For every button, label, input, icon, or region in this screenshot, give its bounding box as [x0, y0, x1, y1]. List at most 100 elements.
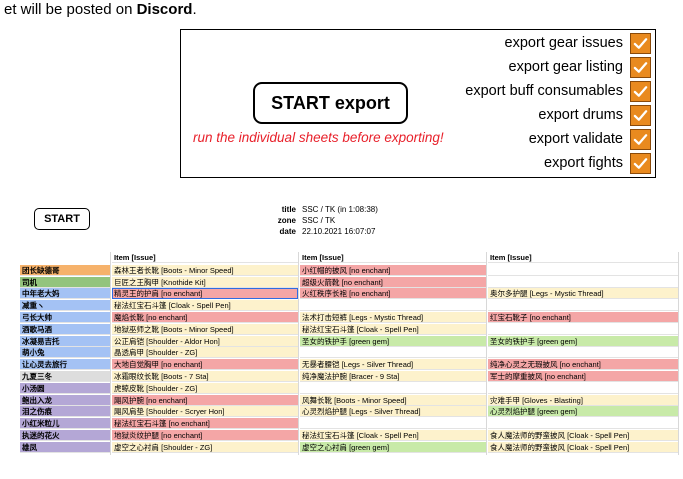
item-issue-cell[interactable]: [488, 276, 678, 288]
player-name-cell[interactable]: 让心灵去旅行: [20, 359, 110, 371]
player-name-cell[interactable]: 弓长大帅: [20, 312, 110, 323]
export-option-checkbox[interactable]: [630, 33, 651, 54]
item-issue-cell[interactable]: 飓风护腕 [no enchant]: [112, 394, 298, 406]
item-issue-cell[interactable]: 小红帽的披风 [no enchant]: [300, 264, 486, 276]
item-issue-cell[interactable]: [488, 418, 678, 430]
player-name-cell[interactable]: 冰凝易吉托: [20, 335, 110, 347]
export-option-label: export drums: [538, 107, 623, 123]
item-issue-cell[interactable]: 无暴者腰铠 [Legs - Silver Thread]: [300, 359, 486, 371]
player-name-cell[interactable]: 小红米粒儿: [20, 418, 110, 430]
checkmark-icon: [633, 132, 648, 147]
item-issue-cell[interactable]: 军士的摩重披风 [no enchant]: [488, 371, 678, 382]
player-name-cell[interactable]: 九夏三冬: [20, 371, 110, 382]
grid-line: [110, 252, 111, 455]
grid-line: [678, 252, 679, 455]
player-name-cell[interactable]: 执迷的花火: [20, 430, 110, 441]
export-option-label: export buff consumables: [465, 83, 623, 99]
item-issue-cell[interactable]: 圣女的铁护手 [green gem]: [488, 335, 678, 347]
start-export-button[interactable]: START export: [253, 82, 408, 124]
meta-key: date: [279, 227, 296, 236]
discord-word: Discord: [136, 1, 193, 18]
item-issue-cell[interactable]: 法术打击短裤 [Legs - Mystic Thread]: [300, 312, 486, 323]
meta-value: SSC / TK (in 1:08:38): [302, 205, 378, 214]
export-option-label: export validate: [528, 131, 623, 147]
item-issue-cell[interactable]: [488, 382, 678, 394]
item-issue-cell[interactable]: 超级火箭靴 [no enchant]: [300, 276, 486, 288]
checkmark-icon: [633, 84, 648, 99]
export-option-label: export fights: [544, 155, 623, 171]
checkmark-icon: [633, 60, 648, 75]
item-issue-cell[interactable]: 地狱炎纹护腿 [no enchant]: [112, 430, 298, 441]
item-issue-cell[interactable]: 冰霜眼纹长靴 [Boots - 7 Sta]: [112, 371, 298, 382]
item-issue-cell[interactable]: 虚空之心衬肩 [Shoulder - ZG]: [112, 441, 298, 453]
item-issue-cell[interactable]: 灾难手甲 [Gloves - Blasting]: [488, 394, 678, 406]
start-button[interactable]: START: [34, 208, 90, 230]
item-issue-cell[interactable]: 魔焰长靴 [no enchant]: [112, 312, 298, 323]
item-issue-cell[interactable]: 地狱巫师之靴 [Boots - Minor Speed]: [112, 323, 298, 335]
item-issue-cell[interactable]: [300, 300, 486, 312]
item-issue-cell[interactable]: [488, 323, 678, 335]
column-header[interactable]: Item [Issue]: [112, 252, 298, 263]
item-issue-cell[interactable]: [300, 418, 486, 430]
item-issue-cell[interactable]: 巨匠之王胸甲 [Knothide Kit]: [112, 276, 298, 288]
export-option-checkbox[interactable]: [630, 153, 651, 174]
item-issue-cell[interactable]: 大地自觉胸甲 [no enchant]: [112, 359, 298, 371]
export-option-label: export gear issues: [504, 35, 623, 51]
item-issue-cell[interactable]: 食人魔法师的野蛮披风 [Cloak - Spell Pen]: [488, 430, 678, 441]
player-name-cell[interactable]: 中年老大妈: [20, 288, 110, 300]
export-warning: run the individual sheets before exporti…: [193, 130, 444, 145]
item-issue-cell[interactable]: 秘法红宝石斗篷 [Cloak - Spell Pen]: [300, 430, 486, 441]
player-name-cell[interactable]: 鲍出入龙: [20, 394, 110, 406]
column-header[interactable]: Item [Issue]: [488, 252, 678, 263]
grid-line: [298, 252, 299, 455]
item-issue-cell[interactable]: 奥尔多护腿 [Legs - Mystic Thread]: [488, 288, 678, 300]
item-issue-cell[interactable]: 秘法红宝石斗篷 [Cloak - Spell Pen]: [300, 323, 486, 335]
export-option-checkbox[interactable]: [630, 129, 651, 150]
item-issue-cell[interactable]: 心灵烈焰护腿 [green gem]: [488, 406, 678, 418]
meta-value: SSC / TK: [302, 216, 336, 225]
player-name-cell[interactable]: 司机: [20, 276, 110, 288]
item-issue-cell[interactable]: [300, 382, 486, 394]
item-issue-cell[interactable]: 心灵烈焰护腿 [Legs - Silver Thread]: [300, 406, 486, 418]
meta-key: title: [281, 205, 296, 214]
spreadsheet: START title SSC / TK (in 1:08:38) zone SSC …: [0, 196, 683, 479]
column-header[interactable]: Item [Issue]: [300, 252, 486, 263]
player-name-cell[interactable]: 团长缺德哥: [20, 264, 110, 276]
checkmark-icon: [633, 36, 648, 51]
item-issue-cell[interactable]: 红宝石靴子 [no enchant]: [488, 312, 678, 323]
player-name-cell[interactable]: 酒歌马酒: [20, 323, 110, 335]
checkmark-icon: [633, 108, 648, 123]
meta-key: zone: [277, 216, 296, 225]
item-issue-cell[interactable]: 虎鲸皮靴 [Shoulder - ZG]: [112, 382, 298, 394]
item-issue-cell[interactable]: 圣女的铁护手 [green gem]: [300, 335, 486, 347]
export-option-checkbox[interactable]: [630, 81, 651, 102]
item-issue-cell[interactable]: 飓风肩垫 [Shoulder - Scryer Hon]: [112, 406, 298, 418]
item-issue-cell[interactable]: 秘法红宝石斗篷 [no enchant]: [112, 418, 298, 430]
player-name-cell[interactable]: 泪之伤痕: [20, 406, 110, 418]
item-issue-cell[interactable]: 火红秩序长袍 [no enchant]: [300, 288, 486, 300]
item-issue-cell[interactable]: 精灵王的护肩 [no enchant]: [112, 288, 298, 300]
item-issue-cell[interactable]: 虚空之心衬肩 [green gem]: [300, 441, 486, 453]
intro-text: et will be posted on Discord.: [4, 1, 197, 18]
export-option-label: export gear listing: [508, 59, 623, 75]
player-name-cell[interactable]: 减重ヽ: [20, 300, 110, 312]
item-issue-cell[interactable]: 食人魔法师的野蛮披风 [Cloak - Spell Pen]: [488, 441, 678, 453]
item-issue-cell[interactable]: 纯净心灵之无瑕披风 [no enchant]: [488, 359, 678, 371]
item-issue-cell[interactable]: 纯净魔法护腕 [Bracer - 9 Sta]: [300, 371, 486, 382]
meta-value: 22.10.2021 16:07:07: [302, 227, 376, 236]
player-name-cell[interactable]: 萌小兔: [20, 347, 110, 359]
item-issue-cell[interactable]: [488, 347, 678, 359]
item-issue-cell[interactable]: [488, 300, 678, 312]
item-issue-cell[interactable]: [488, 264, 678, 276]
player-name-cell[interactable]: 小汤圆: [20, 382, 110, 394]
item-issue-cell[interactable]: 公正肩铠 [Shoulder - Aldor Hon]: [112, 335, 298, 347]
item-issue-cell[interactable]: 风舞长靴 [Boots - Minor Speed]: [300, 394, 486, 406]
player-name-cell[interactable]: 雄凤: [20, 441, 110, 453]
item-issue-cell[interactable]: 晶透肩甲 [Shoulder - ZG]: [112, 347, 298, 359]
export-option-checkbox[interactable]: [630, 105, 651, 126]
item-issue-cell[interactable]: 森林王者长靴 [Boots - Minor Speed]: [112, 264, 298, 276]
item-issue-cell[interactable]: 秘法红宝石斗篷 [Cloak - Spell Pen]: [112, 300, 298, 312]
checkmark-icon: [633, 156, 648, 171]
export-option-checkbox[interactable]: [630, 57, 651, 78]
item-issue-cell[interactable]: [300, 347, 486, 359]
